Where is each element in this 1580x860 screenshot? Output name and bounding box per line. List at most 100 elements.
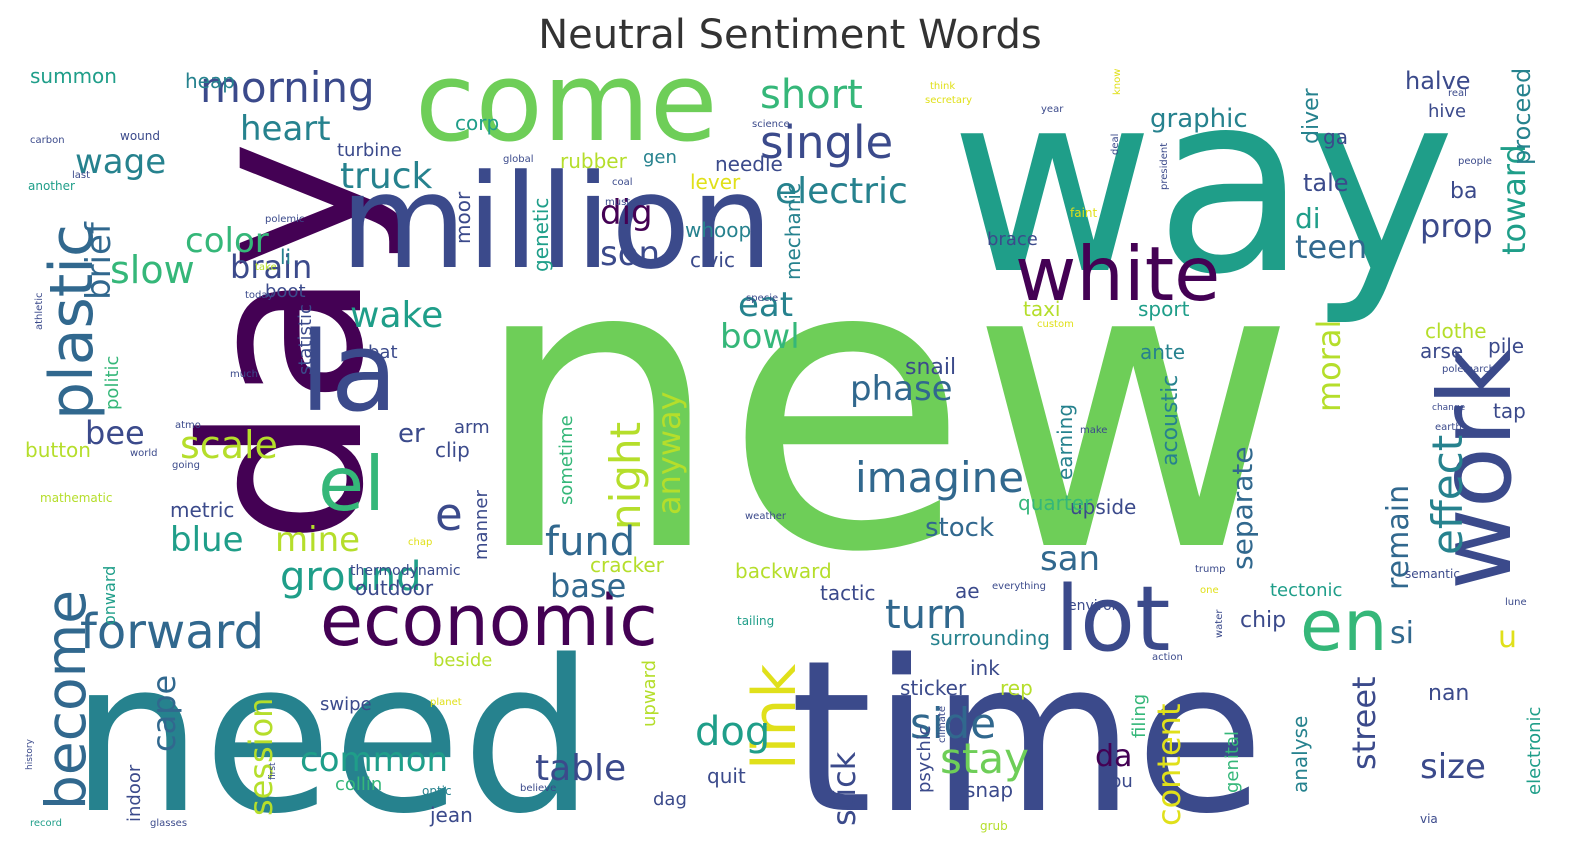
cloud-word-ba: ba xyxy=(1450,179,1477,204)
cloud-word-moral: moral xyxy=(1310,320,1348,412)
cloud-word-separate: separate xyxy=(1226,446,1259,570)
cloud-word-effect: effect xyxy=(1423,435,1472,555)
cloud-word-dog: dog xyxy=(695,709,770,755)
cloud-word-truck: truck xyxy=(340,156,433,197)
cloud-word-become: become xyxy=(34,590,98,810)
cloud-word-optic: optic xyxy=(422,784,452,798)
cloud-word-metric: metric xyxy=(170,498,234,522)
cloud-word-day: day xyxy=(156,140,412,545)
cloud-word-la: la xyxy=(300,308,398,436)
cloud-word-climate: climate xyxy=(937,706,948,743)
cloud-word-short: short xyxy=(760,72,863,118)
cloud-word-button: button xyxy=(25,438,91,462)
cloud-word-civic: civic xyxy=(690,248,735,272)
cloud-word-another: another xyxy=(28,179,75,193)
cloud-word-year: year xyxy=(1041,104,1064,115)
cloud-word-cracker: cracker xyxy=(590,553,665,577)
cloud-word-corp: corp xyxy=(455,111,499,135)
cloud-word-whoop: whoop xyxy=(685,218,751,242)
cloud-word-atmo: atmo xyxy=(175,420,201,431)
cloud-word-single: single xyxy=(760,116,893,169)
cloud-word-heart: heart xyxy=(240,109,331,149)
cloud-word-common: common xyxy=(300,740,448,780)
cloud-word-semantic: semantic xyxy=(1405,567,1460,581)
cloud-word-street: street xyxy=(1345,676,1383,770)
cloud-word-change: change xyxy=(1432,403,1466,413)
cloud-word-rubber: rubber xyxy=(560,149,628,173)
cloud-word-beside: beside xyxy=(433,650,492,671)
cloud-word-toward: toward xyxy=(1495,144,1533,255)
cloud-word-ga: ga xyxy=(1323,125,1348,149)
cloud-word-white: white xyxy=(1015,230,1220,318)
cloud-word-surrounding: surrounding xyxy=(930,626,1050,650)
cloud-word-link: link xyxy=(740,664,810,770)
cloud-word-anyway: anyway xyxy=(650,391,688,515)
cloud-word-pile: pile xyxy=(1488,334,1524,358)
cloud-word-weather: weather xyxy=(745,511,787,522)
cloud-word-polemic: polemic xyxy=(265,214,304,225)
cloud-word-plastic: plastic xyxy=(37,224,107,420)
cloud-word-rep: rep xyxy=(1000,676,1033,700)
cloud-word-global: global xyxy=(503,154,534,165)
cloud-word-grub: grub xyxy=(980,819,1008,833)
cloud-word-summon: summon xyxy=(30,68,117,88)
cloud-word-turbine: turbine xyxy=(337,140,402,161)
cloud-word-sometime: sometime xyxy=(556,415,577,505)
cloud-word-politic: politic xyxy=(102,356,123,410)
cloud-word-upward: upward xyxy=(639,660,660,727)
cloud-word-new: new xyxy=(470,175,1297,640)
cloud-word-en: en xyxy=(1300,585,1387,667)
cloud-word-sticker: sticker xyxy=(900,676,967,700)
cloud-word-way: way xyxy=(950,68,1456,329)
cloud-word-genetic: genetic xyxy=(529,198,553,272)
cloud-word-er: er xyxy=(398,419,425,449)
cloud-word-scale: scale xyxy=(180,423,278,467)
cloud-word-coal: coal xyxy=(612,177,633,188)
cloud-word-remain: remain xyxy=(1381,485,1416,590)
cloud-word-session: session xyxy=(242,698,280,816)
cloud-word-imagine: imagine xyxy=(855,453,1024,502)
cloud-word-million: million xyxy=(340,146,773,298)
cloud-word-economic: economic xyxy=(320,580,658,662)
cloud-word-taxi: taxi xyxy=(1023,297,1061,321)
cloud-word-forward: forward xyxy=(80,604,264,660)
cloud-word-tactic: tactic xyxy=(820,581,876,605)
cloud-word-arm: arm xyxy=(454,417,490,438)
cloud-word-president: president xyxy=(1159,143,1170,190)
cloud-word-prop: prop xyxy=(1420,207,1493,245)
cloud-word-polemarch: polemarch xyxy=(1442,364,1495,375)
cloud-word-halve: halve xyxy=(1405,68,1471,95)
cloud-word-earning: earning xyxy=(1053,404,1077,480)
cloud-word-manner: manner xyxy=(471,490,492,560)
cloud-word-analyse: analyse xyxy=(1288,716,1312,793)
cloud-word-u: u xyxy=(1498,620,1517,655)
cloud-word-night: night xyxy=(601,422,650,530)
cloud-word-tailing: tailing xyxy=(737,614,774,628)
cloud-word-ground: ground xyxy=(280,554,422,600)
cloud-word-size: size xyxy=(1420,747,1486,787)
cloud-word-snap: snap xyxy=(965,778,1013,802)
cloud-word-diver: diver xyxy=(1299,87,1324,144)
cloud-word-one: one xyxy=(1200,585,1219,596)
cloud-word-ink: ink xyxy=(970,656,1000,680)
cloud-word-must: must xyxy=(605,197,630,208)
cloud-word-backward: backward xyxy=(735,559,832,583)
cloud-word-wound: wound xyxy=(120,129,160,143)
cloud-word-heap: heap xyxy=(185,69,235,93)
cloud-word-psychic: psychic xyxy=(914,725,935,793)
cloud-word-take: take xyxy=(255,262,277,273)
cloud-word-thermodynamic: thermodynamic xyxy=(350,563,461,579)
cloud-word-collin: collin xyxy=(335,774,382,795)
cloud-word-boot: boot xyxy=(265,281,306,302)
cloud-word-wage: wage xyxy=(75,142,166,182)
cloud-word-el: el xyxy=(318,440,385,528)
cloud-word-bu: bu xyxy=(1110,771,1133,792)
cloud-word-science: science xyxy=(752,119,790,130)
cloud-word-upside: upside xyxy=(1070,495,1136,519)
cloud-word-action: action xyxy=(1152,652,1183,663)
cloud-word-stick: stick xyxy=(825,751,863,826)
cloud-word-li: li xyxy=(280,245,291,269)
cloud-word-lune: lune xyxy=(1505,597,1527,608)
cloud-word-quit: quit xyxy=(707,764,746,788)
cloud-word-indoor: indoor xyxy=(124,764,145,822)
